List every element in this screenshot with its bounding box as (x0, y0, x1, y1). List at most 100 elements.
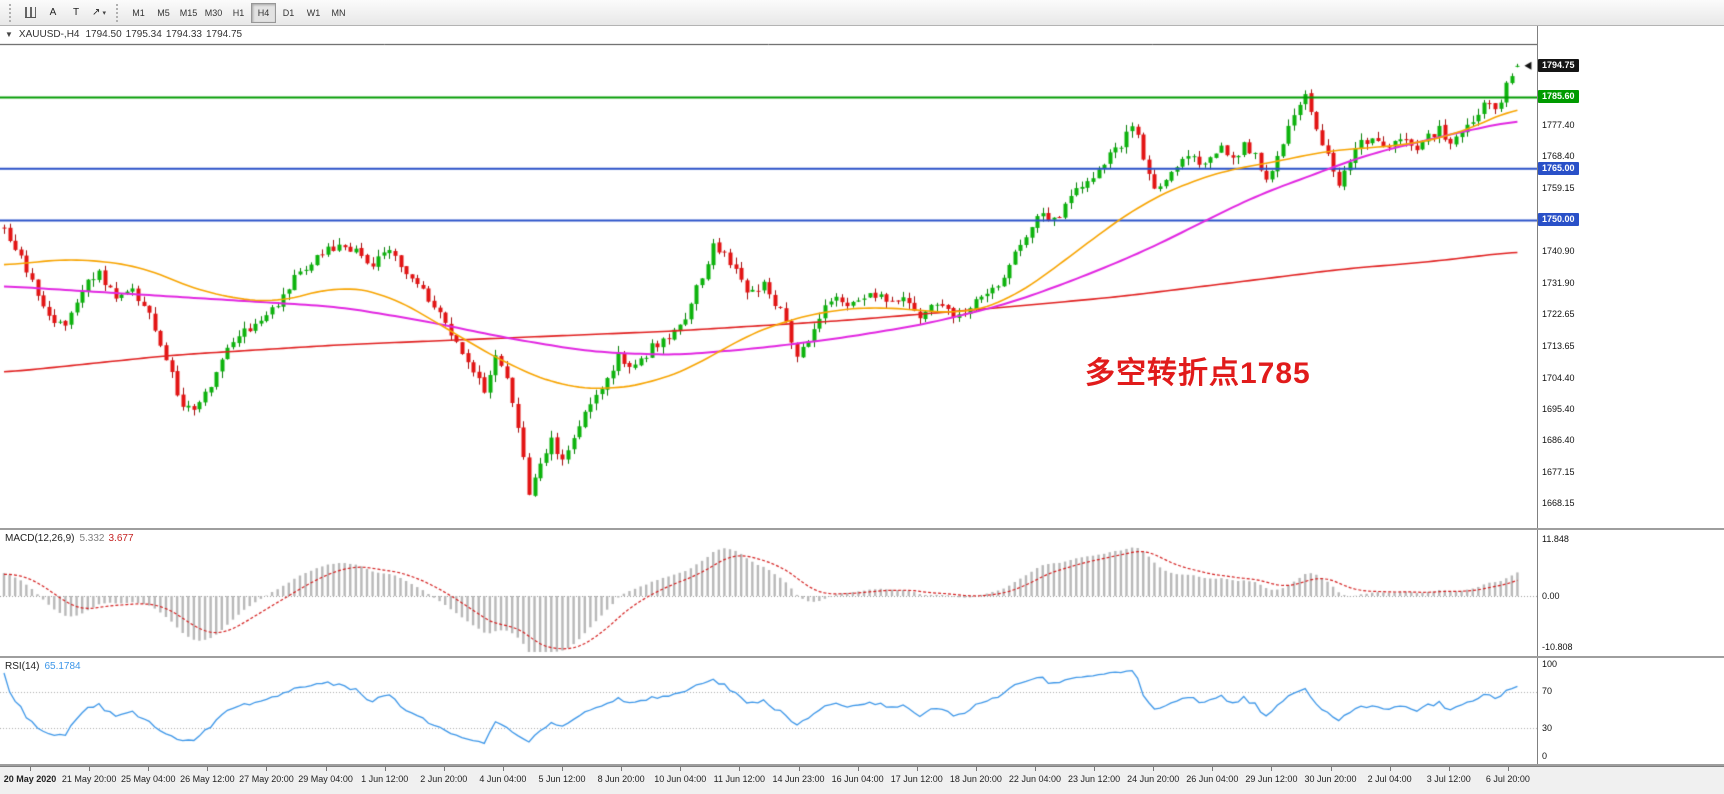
rsi-value: 65.1784 (44, 661, 81, 672)
time-scale-label: 1 Jun 12:00 (361, 774, 409, 784)
main-chart-row: ▼ XAUUSD-,H4 1794.50 1795.34 1794.33 1794.7… (0, 26, 1724, 528)
hline-price-badge: 1765.00 (1538, 161, 1579, 175)
rsi-panel-row: RSI(14) 65.1784 100 70 30 0 (0, 658, 1724, 764)
macd-indicator-canvas[interactable] (0, 530, 1537, 656)
symbol-dropdown-icon[interactable]: ▼ (5, 30, 13, 39)
price-scale[interactable]: 1777.40 1768.40 1759.15 1740.90 1731.90 1722.… (1537, 26, 1724, 528)
time-tick (1389, 767, 1391, 771)
time-scale-label: 26 May 12:00 (180, 774, 235, 784)
macd-signal-value: 3.677 (108, 533, 134, 544)
rsi-label: RSI(14) (5, 661, 40, 672)
high-value: 1795.34 (125, 29, 162, 40)
candlestick-chart-canvas[interactable] (0, 26, 1537, 528)
time-tick (739, 767, 741, 771)
time-tick (857, 767, 859, 771)
price-scale-label: 1695.40 (1542, 403, 1575, 414)
price-scale-label: 1677.15 (1542, 466, 1575, 477)
time-tick (207, 767, 209, 771)
price-scale-label: 1731.90 (1542, 277, 1575, 288)
timeframe-button-h4[interactable]: H4 (251, 2, 276, 23)
hline-price-badge: 1750.00 (1538, 213, 1579, 227)
time-tick (1271, 767, 1273, 771)
open-value: 1794.50 (85, 29, 122, 40)
panel-splitter[interactable] (0, 656, 1724, 658)
timeframe-button-d1[interactable]: D1 (276, 3, 301, 23)
time-scale-label: 5 Jun 12:00 (538, 774, 586, 784)
time-scale-label: 24 Jun 20:00 (1127, 774, 1180, 784)
rsi-indicator-canvas[interactable] (0, 658, 1537, 764)
bar-chart-icon (24, 7, 36, 18)
time-tick (266, 767, 268, 771)
price-scale-label: 1768.40 (1542, 151, 1575, 162)
time-scale[interactable]: 20 May 2020 21 May 20:00 25 May 04:00 26 Ma… (0, 766, 1724, 794)
timeframe-button-m15[interactable]: M15 (176, 3, 201, 23)
price-scale-label: 1777.40 (1542, 120, 1575, 131)
text-label-tool-button[interactable]: A (42, 3, 64, 23)
time-scale-label: 16 Jun 04:00 (831, 774, 884, 784)
time-tick (30, 767, 31, 771)
chart-window: ▼ XAUUSD-,H4 1794.50 1795.34 1794.33 1794.7… (0, 26, 1724, 794)
price-scale-label: 1713.65 (1542, 340, 1575, 351)
symbol-period-label: XAUUSD-,H4 (18, 29, 80, 40)
rsi-scale-label: 100 (1542, 658, 1558, 669)
time-tick (1212, 767, 1214, 771)
price-scale-label: 1668.15 (1542, 497, 1575, 508)
panel-splitter[interactable] (0, 528, 1724, 530)
price-scale-label: 1704.40 (1542, 372, 1575, 383)
rsi-panel-title: RSI(14) 65.1784 (5, 661, 81, 672)
time-scale-label: 11 Jun 12:00 (713, 774, 766, 784)
time-tick (680, 767, 682, 771)
time-tick (502, 767, 504, 771)
time-scale-label: 2 Jul 04:00 (1367, 774, 1412, 784)
timeframe-toolbar: M1 M5 M15 M30 H1 H4 D1 W1 MN (126, 2, 351, 23)
text-tool-button[interactable]: T (65, 3, 87, 23)
time-scale-label: 20 May 2020 (3, 774, 57, 784)
arrow-tool-button[interactable]: ↗ ▾ (88, 3, 110, 23)
ohlc-values: 1794.50 1795.34 1794.33 1794.75 (86, 29, 247, 40)
time-scale-label: 8 Jun 20:00 (597, 774, 645, 784)
hline-price-badge: 1785.60 (1538, 90, 1579, 104)
time-scale-label: 4 Jun 04:00 (479, 774, 527, 784)
close-value: 1794.75 (205, 29, 243, 40)
macd-label: MACD(12,26,9) (5, 533, 75, 544)
timeframe-button-m30[interactable]: M30 (201, 3, 226, 23)
timeframe-button-h1[interactable]: H1 (226, 3, 251, 23)
macd-chart-area[interactable]: MACD(12,26,9) 5.332 3.677 (0, 530, 1537, 656)
time-scale-label: 26 Jun 04:00 (1186, 774, 1239, 784)
rsi-chart-area[interactable]: RSI(14) 65.1784 (0, 658, 1537, 764)
time-tick (148, 767, 150, 771)
time-scale-label: 30 Jun 20:00 (1304, 774, 1357, 784)
toolbar-grip[interactable] (9, 3, 13, 22)
macd-scale-label: 11.848 (1542, 533, 1569, 544)
time-tick (1507, 767, 1509, 771)
chart-title: ▼ XAUUSD-,H4 1794.50 1795.34 1794.33 1794.7… (5, 29, 246, 40)
panel-splitter[interactable] (0, 764, 1724, 766)
time-tick (975, 767, 977, 771)
main-chart-area[interactable]: ▼ XAUUSD-,H4 1794.50 1795.34 1794.33 1794.7… (0, 26, 1537, 528)
macd-panel-row: MACD(12,26,9) 5.332 3.677 11.848 0.00 -10.80… (0, 530, 1724, 656)
price-scale-label: 1722.65 (1542, 309, 1575, 320)
chart-type-button[interactable] (19, 3, 41, 23)
rsi-scale[interactable]: 100 70 30 0 (1537, 658, 1724, 764)
toolbar-grip[interactable] (116, 3, 120, 22)
time-scale-label: 3 Jul 12:00 (1426, 774, 1471, 784)
time-tick (1448, 767, 1450, 771)
time-tick (798, 767, 800, 771)
chart-annotation-text: 多空转折点1785 (1085, 357, 1311, 390)
time-scale-label: 2 Jun 20:00 (420, 774, 468, 784)
time-scale-label: 18 Jun 20:00 (949, 774, 1002, 784)
time-tick (1094, 767, 1096, 771)
timeframe-button-m5[interactable]: M5 (151, 3, 176, 23)
time-tick (325, 767, 327, 771)
macd-panel-title: MACD(12,26,9) 5.332 3.677 (5, 533, 134, 544)
low-value: 1794.33 (165, 29, 202, 40)
timeframe-button-m1[interactable]: M1 (126, 3, 151, 23)
timeframe-button-mn[interactable]: MN (326, 3, 351, 23)
time-tick (384, 767, 386, 771)
macd-scale[interactable]: 11.848 0.00 -10.808 (1537, 530, 1724, 656)
timeframe-button-w1[interactable]: W1 (301, 3, 326, 23)
time-tick (916, 767, 918, 771)
time-tick (1153, 767, 1155, 771)
time-tick (89, 767, 91, 771)
